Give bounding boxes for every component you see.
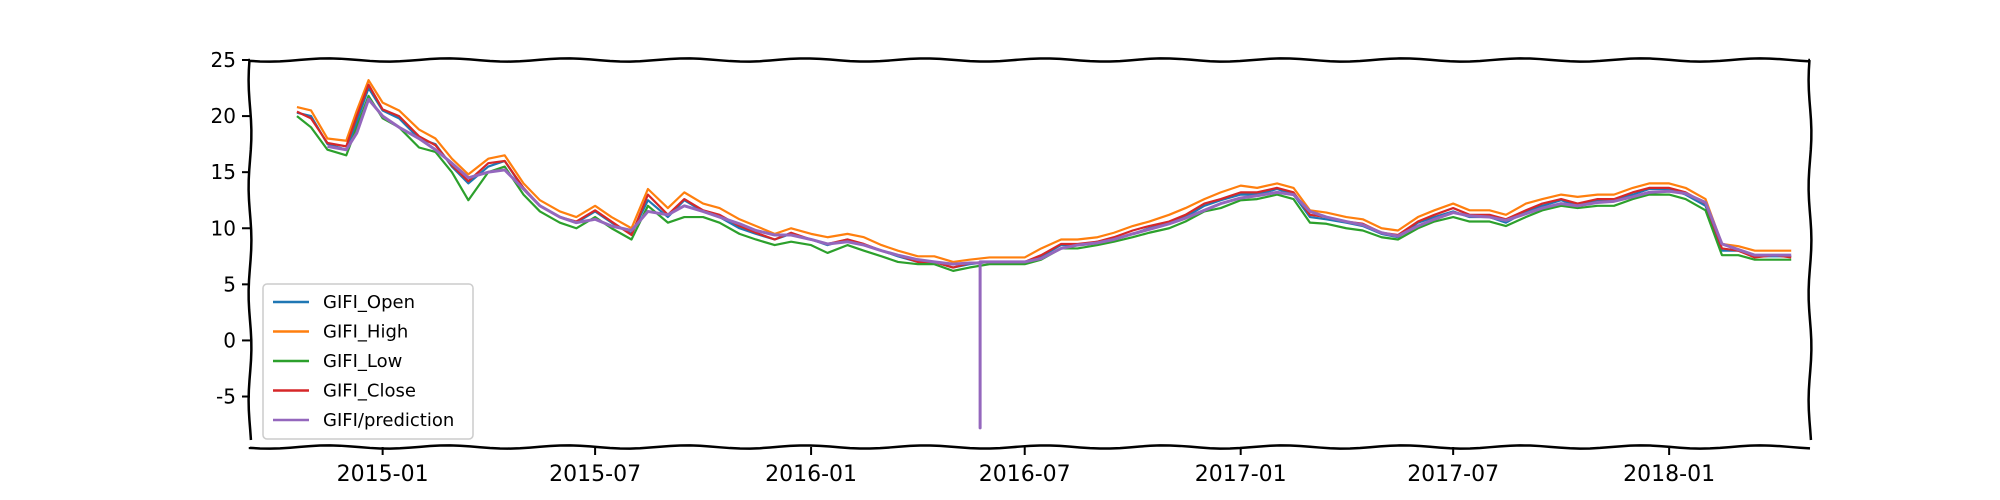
x-tick-label: 2018-01 (1623, 462, 1715, 487)
series-line-gifi-high (296, 79, 1792, 264)
legend-label: GIFI_High (323, 322, 408, 343)
x-tick-label: 2017-01 (1195, 462, 1287, 487)
y-tick-label: 5 (223, 272, 236, 296)
frame-right (1807, 58, 1813, 441)
series-line-gifi-open (296, 86, 1792, 269)
legend-label: GIFI/prediction (323, 410, 454, 431)
x-tick-label: 2015-07 (549, 462, 641, 487)
frame-left (247, 58, 253, 441)
legend-label: GIFI_Low (323, 351, 402, 372)
series-line-gifi-low (296, 94, 1792, 272)
y-tick-label: 25 (211, 48, 236, 72)
x-tick-label: 2017-07 (1407, 462, 1499, 487)
series-line-gifi-close (296, 83, 1792, 269)
y-tick-label: -5 (216, 385, 236, 409)
y-tick-label: 10 (211, 216, 236, 240)
legend-label: GIFI_Close (323, 381, 416, 402)
legend: GIFI_Open GIFI_High GIFI_Low GIFI_Close GIFI… (262, 283, 474, 440)
legend-box (262, 283, 474, 440)
legend-label: GIFI_Open (323, 292, 415, 313)
x-tick-label: 2016-07 (979, 462, 1071, 487)
axes-layer: -5 0 5 10 15 20 25 2015-01 2015-07 2016-01 2016-07… (211, 48, 1813, 487)
frame-bottom (248, 444, 1811, 450)
y-tick-label: 0 (223, 328, 236, 352)
frame-top (248, 57, 1811, 63)
x-tick-label: 2016-01 (765, 462, 857, 487)
y-tick-label: 15 (211, 160, 236, 184)
x-tick-label: 2015-01 (337, 462, 429, 487)
series-line-gifi-prediction (327, 97, 1792, 430)
series-layer (296, 79, 1792, 430)
y-tick-label: 20 (211, 104, 236, 128)
